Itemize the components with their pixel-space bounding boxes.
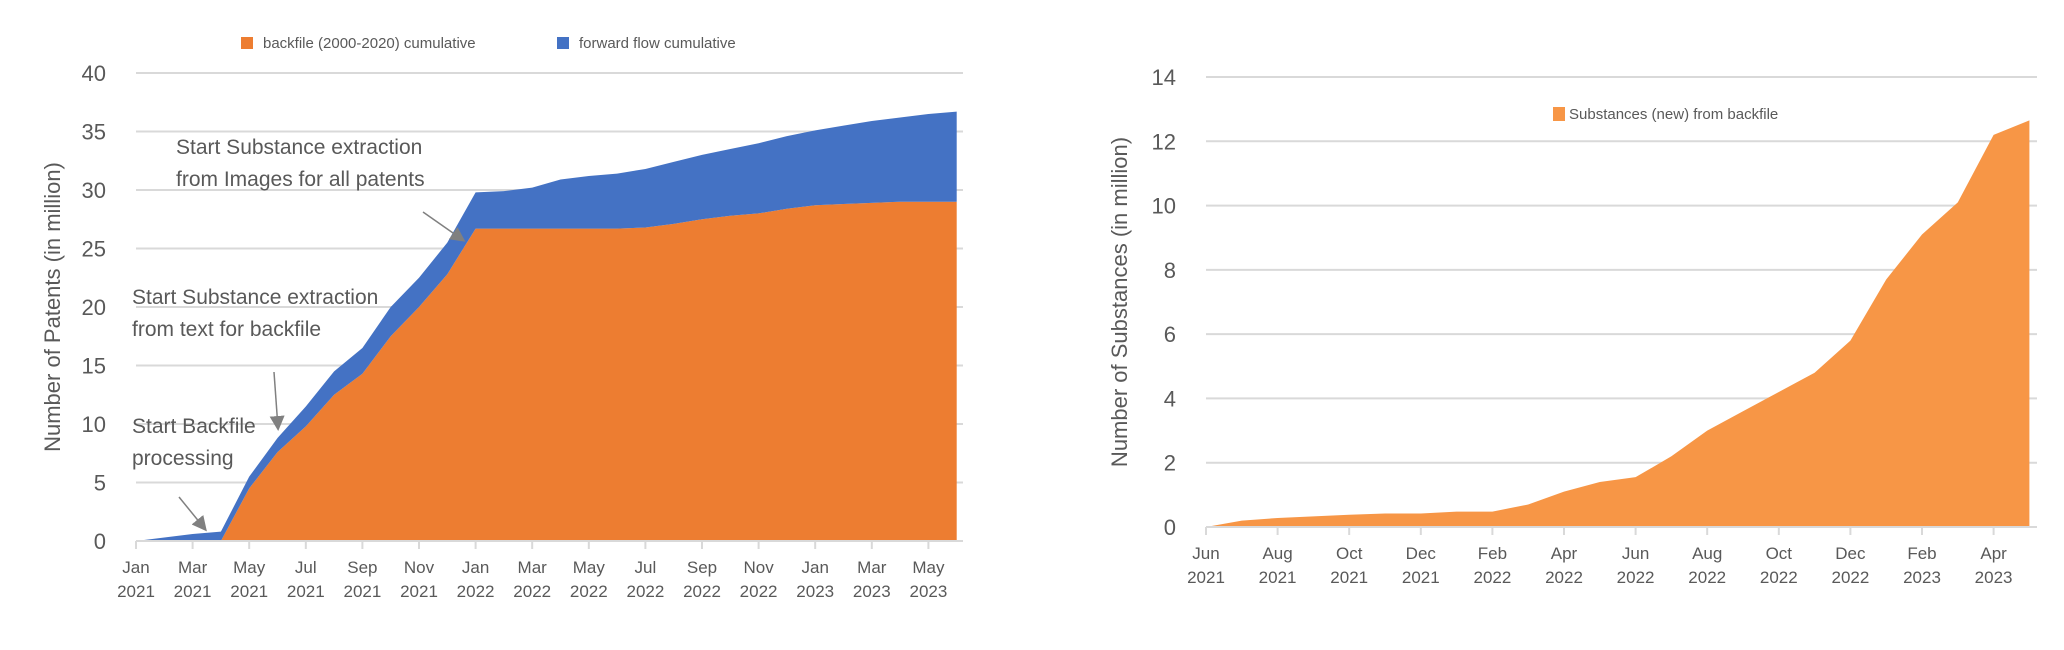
patents-chart: 0 5 10 15 20 25 30 35 40 Jan 2021 Mar 2021 May 2021 Jul… [40,35,963,601]
annotation-arrow [422,211,466,242]
x-tick-label-year: 2022 [1760,568,1798,587]
x-tick-label-year: 2023 [1975,568,2013,587]
x-tick-label-month: Aug [1692,544,1722,563]
x-tick-label-year: 2022 [683,582,721,601]
x-tick-label-month: Oct [1336,544,1363,563]
annotation-arrow [178,496,207,532]
y-tick-label: 5 [94,471,106,496]
y-tick-label: 0 [1164,515,1176,540]
x-tick-label-month: Jan [462,558,489,577]
x-tick-label-year: 2021 [1187,568,1225,587]
area-series-1 [1206,120,2030,528]
area-series-2 [136,111,957,542]
x-tick-label-month: Aug [1262,544,1292,563]
x-tick-label-year: 2022 [740,582,778,601]
y-tick-label: 4 [1164,386,1176,411]
x-tick-label-month: Feb [1478,544,1507,563]
annotation-text: Start Backfile [132,415,256,438]
x-tick-label-month: Dec [1406,544,1437,563]
y-tick-label: 30 [82,178,106,203]
y-tick-label: 12 [1152,129,1176,154]
x-tick-label-month: Mar [178,558,208,577]
substances-chart: 0 2 4 6 8 10 12 14 Jun 2021 Aug 2021 Oct 2021 Dec 2021 F… [1107,65,2037,587]
legend-label: Substances (new) from backfile [1569,106,1778,123]
legend-swatch [1553,107,1565,121]
x-tick-label-month: Sep [687,558,717,577]
y-tick-label: 15 [82,354,106,379]
y-tick-label: 40 [82,61,106,86]
x-tick-label-month: May [233,558,266,577]
x-tick-label-month: Apr [1551,544,1578,563]
x-tick-label-month: Dec [1835,544,1866,563]
x-tick-label-month: Feb [1907,544,1936,563]
annotation-text: from Images for all patents [176,168,425,191]
x-tick-label-month: Jul [295,558,317,577]
x-tick-label-year: 2021 [1330,568,1368,587]
x-tick-label-year: 2022 [570,582,608,601]
x-tick-label-month: Jun [1192,544,1219,563]
x-tick-label-year: 2022 [1831,568,1869,587]
area-series-1 [136,201,957,541]
x-tick-label-year: 2023 [909,582,947,601]
x-tick-label-year: 2021 [230,582,268,601]
y-tick-label: 8 [1164,258,1176,283]
annotation-text: from text for backfile [132,318,321,341]
x-tick-label-month: Nov [404,558,435,577]
x-tick-label-month: Oct [1766,544,1793,563]
x-tick-label-year: 2023 [1903,568,1941,587]
y-tick-label: 25 [82,237,106,262]
y-tick-label: 20 [82,295,106,320]
x-tick-label-month: Sep [347,558,377,577]
x-tick-label-year: 2023 [796,582,834,601]
y-axis-label: Number of Substances (in million) [1107,137,1132,467]
legend-swatch-1 [241,37,253,49]
x-tick-label-year: 2021 [287,582,325,601]
x-tick-label-month: Jun [1622,544,1649,563]
x-tick-label-month: May [912,558,945,577]
x-tick-label-month: Nov [743,558,774,577]
x-tick-label-year: 2022 [1473,568,1511,587]
x-tick-label-year: 2022 [1545,568,1583,587]
legend-swatch-2 [557,37,569,49]
y-tick-label: 10 [1152,194,1176,219]
y-tick-label: 14 [1152,65,1176,90]
annotation-text: processing [132,447,234,470]
x-tick-label-month: Apr [1980,544,2007,563]
x-tick-label-year: 2022 [457,582,495,601]
x-tick-label-year: 2021 [1402,568,1440,587]
x-tick-label-year: 2022 [626,582,664,601]
x-tick-label-year: 2021 [117,582,155,601]
x-tick-label-month: Jul [635,558,657,577]
x-tick-label-year: 2022 [513,582,551,601]
annotation-arrow [269,371,285,431]
annotation-text: Start Substance extraction [132,286,378,309]
legend-label-2: forward flow cumulative [579,35,736,52]
y-tick-label: 2 [1164,451,1176,476]
x-tick-label-year: 2022 [1688,568,1726,587]
y-tick-label: 35 [82,120,106,145]
x-tick-label-month: May [573,558,606,577]
x-tick-label-month: Mar [518,558,548,577]
x-tick-label-month: Mar [857,558,887,577]
x-tick-label-year: 2021 [343,582,381,601]
annotation-text: Start Substance extraction [176,136,422,159]
x-tick-label-month: Jan [122,558,149,577]
x-tick-label-year: 2021 [174,582,212,601]
legend-label-1: backfile (2000-2020) cumulative [263,35,476,52]
x-tick-label-month: Jan [801,558,828,577]
y-tick-label: 10 [82,412,106,437]
x-tick-label-year: 2022 [1617,568,1655,587]
y-axis-label: Number of Patents (in million) [40,162,65,452]
x-tick-label-year: 2021 [400,582,438,601]
y-tick-label: 0 [94,529,106,554]
y-tick-label: 6 [1164,322,1176,347]
x-tick-label-year: 2023 [853,582,891,601]
x-tick-label-year: 2021 [1259,568,1297,587]
